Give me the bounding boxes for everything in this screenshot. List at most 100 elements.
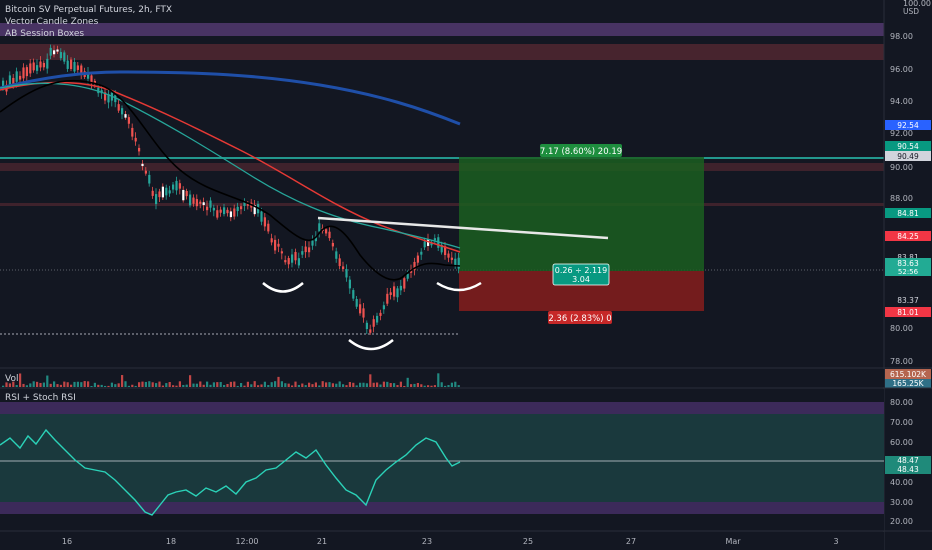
candle-body: [355, 299, 358, 307]
rsi-label[interactable]: RSI + Stoch RSI: [5, 393, 76, 403]
candle-body: [185, 190, 188, 197]
volume-bar: [413, 383, 416, 387]
volume-bar: [399, 381, 402, 387]
candle-body: [202, 202, 205, 206]
volume-bar: [212, 382, 215, 387]
candle-body: [406, 273, 409, 279]
axis-tick: 92.00: [890, 129, 913, 138]
volume-bar: [308, 382, 311, 387]
candle-body: [331, 242, 334, 247]
volume-bar: [406, 377, 409, 387]
volume-bar: [161, 385, 164, 387]
candle-body: [161, 186, 164, 198]
volume-bar: [42, 382, 45, 387]
volume-bar: [192, 383, 195, 387]
candle-body: [199, 201, 202, 204]
volume-bar: [403, 385, 406, 387]
candle-body: [338, 258, 341, 267]
volume-bar: [59, 384, 62, 387]
symbol-title[interactable]: Bitcoin SV Perpetual Futures, 2h, FTX: [5, 5, 172, 15]
candle-body: [433, 238, 436, 241]
volume-bar: [280, 381, 283, 387]
volume-bar: [325, 382, 328, 387]
target-zone[interactable]: [459, 157, 704, 271]
volume-bar: [450, 382, 453, 387]
indicator-ab-session-boxes[interactable]: AB Session Boxes: [5, 29, 84, 39]
left-shoulder-arc: [262, 282, 304, 293]
volume-bar: [223, 385, 226, 387]
time-tick: 27: [626, 537, 636, 546]
candle-body: [144, 170, 147, 174]
volume-bar: [158, 381, 161, 387]
candle-body: [335, 251, 338, 259]
volume-bar: [22, 383, 25, 387]
volume-bar: [359, 382, 362, 387]
ema9-line: [0, 79, 461, 281]
volume-bar: [410, 384, 413, 387]
candle-body: [423, 241, 426, 248]
volume-bar: [304, 385, 307, 387]
volume-bar: [427, 385, 430, 387]
rsi-tick: 60.00: [890, 438, 913, 447]
candle-body: [301, 251, 304, 255]
candle-body: [267, 223, 270, 232]
volume-bar: [15, 385, 18, 387]
stop-label-box: [548, 311, 612, 324]
target-label-box: [540, 144, 622, 157]
volume-bar: [331, 383, 334, 387]
volume-bar: [287, 383, 290, 387]
candle-body: [294, 251, 297, 261]
volume-bar: [342, 384, 345, 387]
time-tick: 12:00: [235, 537, 258, 546]
volume-bar: [240, 383, 243, 387]
price-pane[interactable]: [0, 0, 884, 368]
volume-bar: [73, 381, 76, 387]
candle-body: [148, 174, 151, 184]
candle-body: [175, 180, 178, 191]
volume-bar: [56, 384, 59, 387]
candle-body: [314, 236, 317, 242]
time-tick: 18: [166, 537, 176, 546]
axis-tick: 80.00: [890, 324, 913, 333]
candle-body: [32, 62, 35, 71]
volume-label[interactable]: Vol: [5, 374, 18, 384]
neckline[interactable]: [317, 216, 609, 240]
candle-body: [359, 304, 362, 314]
volume-bar: [328, 382, 331, 387]
volume-bar: [70, 384, 73, 387]
axis-tick: 88.00: [890, 194, 913, 203]
volume-bar: [352, 382, 355, 387]
price-badge-ema20: [885, 231, 931, 241]
candle-body: [240, 206, 243, 210]
time-axis[interactable]: [0, 532, 884, 550]
indicator-vector-candle-zones[interactable]: Vector Candle Zones: [5, 17, 99, 27]
volume-bar: [138, 382, 141, 387]
volume-bar: [206, 381, 209, 387]
rsi-tick: 40.00: [890, 478, 913, 487]
volume-value-2: 165.25K: [892, 379, 924, 388]
session-box-purple: [0, 23, 884, 36]
rsi-value-2: 48.43: [897, 465, 919, 474]
rsi-overbought-band: [0, 402, 884, 414]
volume-bar: [314, 382, 317, 387]
volume-bar: [12, 381, 15, 387]
candle-body: [127, 117, 130, 124]
volume-bar: [423, 385, 426, 387]
volume-bar: [393, 383, 396, 387]
candle-body: [206, 206, 209, 211]
candle-body: [369, 329, 372, 333]
head-arc: [348, 339, 394, 351]
vector-zone-top: [0, 44, 884, 60]
candle-body: [182, 189, 185, 201]
volume-bar: [148, 381, 151, 387]
volume-bar: [134, 385, 137, 387]
volume-bar: [141, 381, 144, 387]
volume-bar: [104, 385, 107, 387]
volume-bar: [274, 381, 277, 387]
candle-body: [297, 258, 300, 266]
candle-body: [151, 190, 154, 196]
volume-bar: [246, 381, 249, 387]
candle-body: [229, 211, 232, 218]
price-badge-high: [885, 252, 931, 262]
